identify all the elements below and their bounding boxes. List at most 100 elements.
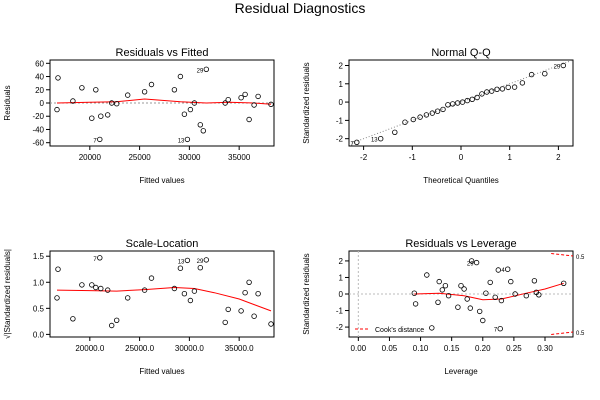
data-point <box>184 136 191 143</box>
data-point <box>436 278 442 285</box>
point-label: 7 <box>93 257 97 263</box>
smooth-line <box>56 286 272 312</box>
x-tick-label: 0.00 <box>351 344 367 353</box>
data-point <box>55 266 61 272</box>
x-tick-label: -1 <box>409 153 417 162</box>
y-tick-label: -2 <box>336 135 344 144</box>
data-point <box>392 129 398 135</box>
data-point <box>536 292 542 298</box>
data-point <box>378 135 384 142</box>
y-tick-label: 1.0 <box>33 278 45 287</box>
data-point <box>445 102 451 108</box>
x-tick-label: -2 <box>360 153 368 162</box>
x-tick-label: 0 <box>459 153 464 162</box>
data-point <box>141 89 148 95</box>
data-point <box>79 85 85 91</box>
x-tick-label: 25000 <box>128 153 151 162</box>
data-point <box>238 308 244 314</box>
y-tick-label: 1 <box>339 273 344 282</box>
x-tick-label: 1 <box>507 153 512 162</box>
data-point <box>98 113 104 119</box>
data-point <box>104 287 111 293</box>
data-point <box>108 322 115 329</box>
data-point <box>238 94 244 101</box>
data-point <box>497 326 503 332</box>
x-axis-label: Fitted values <box>139 367 184 376</box>
y-tick-label: 2 <box>339 61 344 70</box>
point-label: 29 <box>197 259 204 265</box>
smooth-line <box>414 282 564 301</box>
x-tick-label: 25000.0 <box>125 344 154 353</box>
data-point <box>528 71 535 78</box>
data-point <box>459 99 466 105</box>
data-point <box>187 297 194 304</box>
data-point <box>70 98 76 104</box>
data-point <box>519 80 526 86</box>
data-point <box>468 258 475 264</box>
x-axis-label: Fitted values <box>139 176 184 185</box>
data-point <box>177 73 184 80</box>
data-point <box>464 296 470 302</box>
data-point <box>181 111 188 117</box>
data-point <box>505 266 511 272</box>
data-point <box>113 100 120 107</box>
data-point <box>268 101 274 107</box>
y-axis-label: Residuals <box>3 85 12 120</box>
y-tick-label: 0.0 <box>33 330 45 339</box>
data-point <box>93 87 99 93</box>
y-tick-label: 0 <box>40 99 45 108</box>
data-point <box>225 306 231 313</box>
x-tick-label: 20000 <box>79 153 102 162</box>
data-point <box>124 295 131 301</box>
data-point <box>93 284 99 291</box>
x-tick-label: 0.15 <box>444 344 460 353</box>
data-point <box>89 115 95 121</box>
smooth-line <box>56 98 272 105</box>
data-point <box>512 291 518 297</box>
data-point <box>197 122 203 128</box>
data-point <box>424 272 430 278</box>
main-title: Residual Diagnostics <box>234 0 366 16</box>
plot-title: Residuals vs Leverage <box>405 238 516 250</box>
data-point <box>511 84 518 90</box>
x-axis-label: Leverage <box>444 367 478 376</box>
panel-3: Scale-Location Fitted values √|Standardize… <box>3 238 275 376</box>
qq-reference-line <box>348 59 574 145</box>
y-tick-label: 0 <box>339 98 344 107</box>
data-point <box>495 267 501 273</box>
data-point <box>70 316 76 322</box>
data-point <box>464 97 470 104</box>
data-point <box>222 100 228 106</box>
y-tick-label: 1 <box>339 80 344 89</box>
data-point <box>458 283 464 289</box>
data-point <box>54 106 60 113</box>
data-point <box>191 100 198 106</box>
data-point <box>423 112 430 118</box>
y-axis-label: Standardized residuals <box>302 253 311 334</box>
data-point <box>461 286 467 292</box>
x-tick-label: 0.30 <box>537 344 553 353</box>
data-point <box>148 81 155 88</box>
cooks-contour-label: 0.5 <box>576 255 585 261</box>
data-point <box>255 291 261 297</box>
data-point <box>97 255 103 261</box>
x-tick-label: 20000.0 <box>75 344 104 353</box>
data-point <box>499 86 506 92</box>
y-tick-label: -20 <box>32 112 44 121</box>
data-point <box>113 317 120 323</box>
data-point <box>89 282 95 288</box>
data-point <box>141 287 148 293</box>
data-point <box>473 259 480 266</box>
data-point <box>542 70 548 77</box>
x-tick-label: 0.25 <box>506 344 522 353</box>
plot-frame <box>348 59 574 147</box>
data-point <box>523 293 529 299</box>
data-point <box>411 290 417 296</box>
plot-title: Normal Q-Q <box>431 47 491 59</box>
data-point <box>412 301 419 307</box>
x-tick-label: 0.10 <box>413 344 429 353</box>
data-point <box>55 75 61 81</box>
point-label: 13 <box>178 138 185 144</box>
legend-label: Cook's distance <box>375 327 424 334</box>
